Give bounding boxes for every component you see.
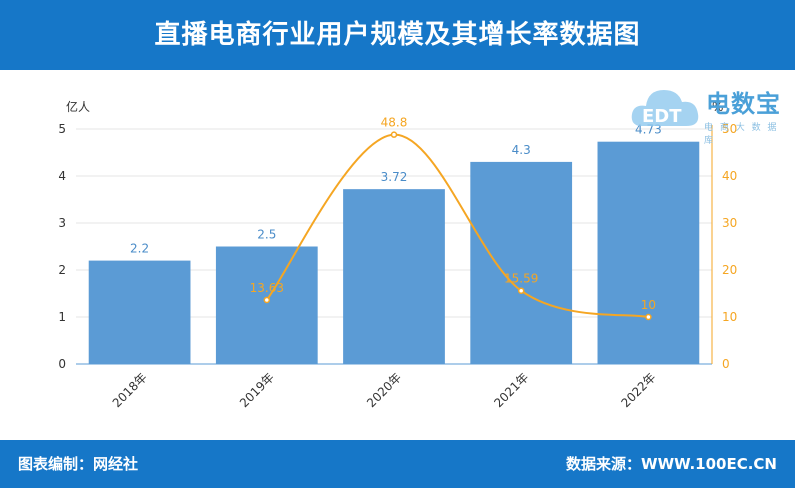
growth-value-label: 48.8 [381,116,408,130]
header-bar: 直播电商行业用户规模及其增长率数据图 [0,0,795,70]
logo-subtitle: 电 商 大 数 据 库 [704,123,779,146]
growth-point [263,296,271,304]
bar [343,189,445,364]
y-left-tick-label: 1 [58,310,66,324]
y-left-tick-label: 4 [58,169,66,183]
growth-point [517,287,525,294]
logo-badge: EDT [642,106,682,127]
chart: 2.2 2.5 3.72 4.3 4.73 13.63 48.8 15.59 10 0 0 1 10… [58,99,737,410]
x-tick-label: 2022年 [619,370,659,410]
x-tick-label: 2018年 [110,370,150,410]
footer-editor: 图表编制：网经社 [18,455,139,473]
y-right-tick-label: 20 [722,263,737,277]
y-left-tick-label: 5 [58,122,66,136]
growth-value-label: 10 [641,298,656,312]
growth-point [645,313,652,321]
growth-point [390,131,398,138]
bar-value-label: 4.73 [635,123,662,137]
bar-value-label: 2.2 [130,242,149,256]
footer-source: 数据来源：WWW.100EC.CN [566,455,777,473]
y-right-tick-label: 0 [722,357,730,371]
growth-line-path [266,133,649,318]
y-left-tick-label: 2 [58,263,66,277]
y-left-tick-label: 3 [58,216,66,230]
y-right-tick-label: 40 [722,169,737,183]
bar [597,141,700,364]
bars: 2.2 2.5 3.72 4.3 4.73 [88,123,700,364]
y-right-axis-label: % [712,100,723,114]
growth-value-label: 13.63 [250,281,284,295]
y-left-tick-label: 0 [58,357,66,371]
cloud-icon: EDT [631,90,699,127]
logo: EDT 电数宝 电 商 大 数 据 库 [628,76,793,146]
y-right-tick-label: 10 [722,310,737,324]
bar [470,161,573,364]
y-left-axis-label: 亿人 [66,99,90,114]
y-right-tick-label: 50 [722,122,737,136]
x-tick-label: 2020年 [364,370,404,410]
bar [88,260,191,364]
growth-value-label: 15.59 [504,272,538,286]
bar-value-label: 2.5 [257,228,276,242]
page-title: 直播电商行业用户规模及其增长率数据图 [154,20,641,50]
bar-value-label: 4.3 [512,143,531,157]
y-right-tick-label: 30 [722,216,737,230]
x-tick-label: 2019年 [237,370,277,410]
x-tick-label: 2021年 [491,370,531,410]
growth-line: 13.63 48.8 15.59 10 [250,116,656,321]
logo-text: 电数宝 [706,90,781,118]
bar-value-label: 3.72 [381,170,408,184]
footer-bar: 图表编制：网经社 数据来源：WWW.100EC.CN [0,440,795,488]
bar [215,246,318,364]
